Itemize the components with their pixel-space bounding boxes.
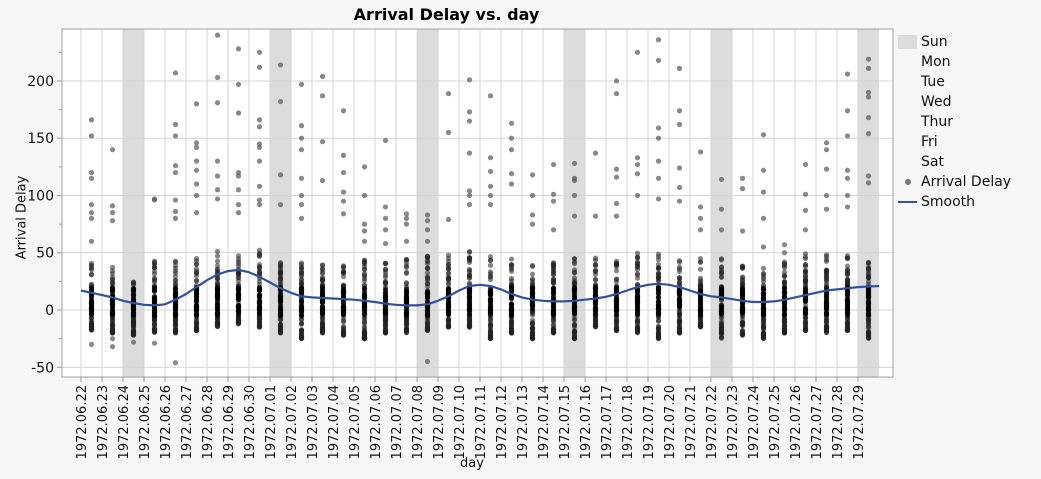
- svg-text:1972.07.19: 1972.07.19: [642, 385, 657, 459]
- svg-text:1972.07.16: 1972.07.16: [579, 385, 594, 459]
- svg-text:1972.07.08: 1972.07.08: [411, 385, 426, 459]
- chart-title: Arrival Delay vs. day: [353, 5, 540, 24]
- legend-item-thur[interactable]: Thur: [921, 114, 954, 130]
- axes: [61, 28, 894, 378]
- svg-text:1972.07.28: 1972.07.28: [831, 385, 846, 459]
- svg-text:1972.07.05: 1972.07.05: [348, 385, 363, 459]
- smooth-line: [80, 268, 880, 307]
- svg-text:1972.07.11: 1972.07.11: [474, 385, 489, 459]
- legend-item-mon[interactable]: Mon: [921, 54, 951, 70]
- svg-text:1972.07.14: 1972.07.14: [537, 385, 552, 459]
- svg-text:1972.07.01: 1972.07.01: [264, 385, 279, 459]
- svg-text:0: 0: [45, 303, 54, 319]
- legend-item-sat[interactable]: Sat: [921, 154, 944, 170]
- x-axis-ticks: 1972.06.22 1972.06.23 1972.06.24 1972.06.25…: [75, 377, 867, 459]
- svg-text:1972.07.07: 1972.07.07: [390, 385, 405, 459]
- legend-item-sun[interactable]: Sun: [898, 32, 1011, 52]
- legend-item-fri[interactable]: Fri: [921, 134, 938, 150]
- dot-marker-icon: [898, 175, 917, 189]
- svg-text:100: 100: [27, 188, 54, 204]
- svg-text:200: 200: [27, 74, 54, 90]
- svg-text:50: 50: [36, 246, 54, 262]
- svg-text:1972.07.21: 1972.07.21: [684, 385, 699, 459]
- svg-text:1972.07.18: 1972.07.18: [621, 385, 636, 459]
- scatter-points: [88, 32, 872, 366]
- svg-text:1972.06.26: 1972.06.26: [159, 385, 174, 459]
- svg-text:150: 150: [27, 131, 54, 147]
- band-swatch-icon: [898, 35, 917, 49]
- svg-text:1972.06.24: 1972.06.24: [117, 385, 132, 459]
- svg-text:1972.07.29: 1972.07.29: [852, 385, 867, 459]
- svg-text:1972.07.13: 1972.07.13: [516, 385, 531, 459]
- svg-text:1972.06.30: 1972.06.30: [243, 385, 258, 459]
- svg-text:1972.07.27: 1972.07.27: [810, 385, 825, 459]
- svg-text:1972.07.23: 1972.07.23: [726, 385, 741, 459]
- svg-text:1972.06.29: 1972.06.29: [222, 385, 237, 459]
- svg-text:1972.07.22: 1972.07.22: [705, 385, 720, 459]
- plot-background: [62, 29, 893, 377]
- y-axis-label: Arrival Delay: [14, 175, 30, 260]
- svg-text:1972.07.10: 1972.07.10: [453, 385, 468, 459]
- x-axis-label: day: [460, 456, 484, 471]
- legend: Sun Mon Tue Wed Thur Fri Sat Arrival Del…: [898, 32, 1011, 212]
- legend-item-smooth[interactable]: Smooth: [898, 192, 1011, 212]
- line-marker-icon: [898, 195, 917, 209]
- legend-item-wed[interactable]: Wed: [921, 94, 952, 110]
- svg-text:1972.07.02: 1972.07.02: [285, 385, 300, 459]
- svg-text:1972.07.04: 1972.07.04: [327, 385, 342, 459]
- svg-text:1972.07.20: 1972.07.20: [663, 385, 678, 459]
- svg-text:1972.06.27: 1972.06.27: [180, 385, 195, 459]
- svg-text:1972.07.09: 1972.07.09: [432, 385, 447, 459]
- svg-text:1972.07.25: 1972.07.25: [768, 385, 783, 459]
- svg-text:1972.07.06: 1972.07.06: [369, 385, 384, 459]
- y-axis-ticks: -50 0 50 100 150 200: [27, 51, 62, 376]
- svg-text:1972.07.17: 1972.07.17: [600, 385, 615, 459]
- svg-text:1972.07.24: 1972.07.24: [747, 385, 762, 459]
- svg-text:1972.06.22: 1972.06.22: [75, 385, 90, 459]
- sunday-bands: [123, 29, 879, 377]
- legend-item-tue[interactable]: Tue: [921, 74, 945, 90]
- svg-text:1972.06.25: 1972.06.25: [138, 385, 153, 459]
- svg-text:1972.07.15: 1972.07.15: [558, 385, 573, 459]
- svg-text:1972.07.12: 1972.07.12: [495, 385, 510, 459]
- svg-text:1972.06.23: 1972.06.23: [96, 385, 111, 459]
- grid-lines: [62, 29, 893, 377]
- svg-text:1972.07.03: 1972.07.03: [306, 385, 321, 459]
- legend-item-arrival-delay[interactable]: Arrival Delay: [898, 172, 1011, 192]
- svg-text:1972.07.26: 1972.07.26: [789, 385, 804, 459]
- svg-text:-50: -50: [31, 360, 54, 376]
- svg-text:1972.06.28: 1972.06.28: [201, 385, 216, 459]
